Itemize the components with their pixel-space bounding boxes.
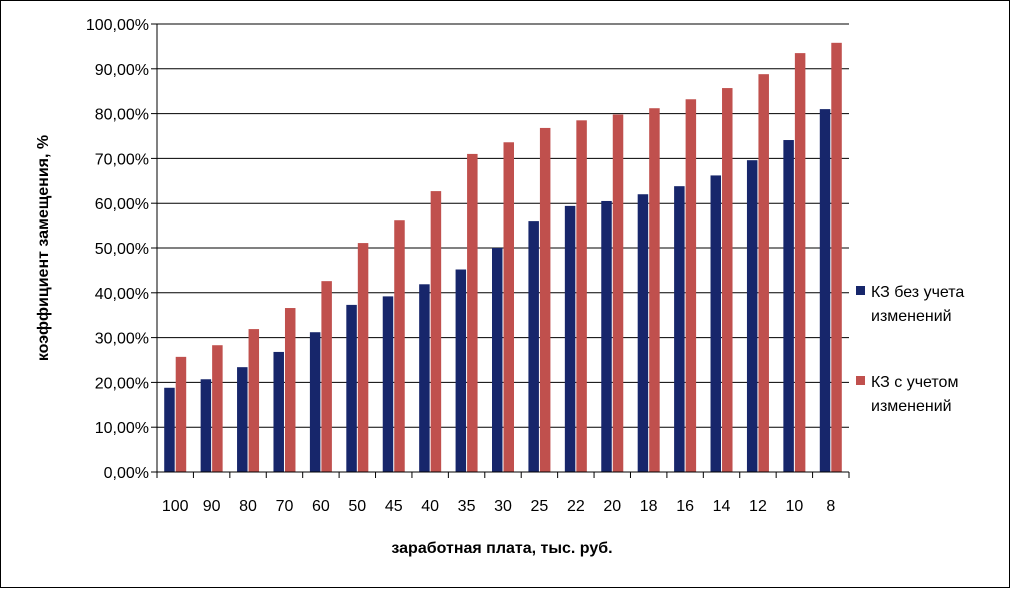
x-tick-labels: 100 90 80 70 60 50 45 40 35 30 25 22 20 18 16 14 12 10 8 bbox=[162, 498, 835, 515]
x-tick-label: 22 bbox=[567, 498, 585, 515]
bar-kz-without-changes bbox=[674, 186, 685, 472]
y-tick-labels: 0,00% 10,00% 20,00% 30,00% 40,00% 50,00% 60,00… bbox=[86, 17, 149, 482]
x-tick-label: 40 bbox=[421, 498, 439, 515]
bar-kz-without-changes bbox=[492, 248, 503, 472]
y-tick-label: 70,00% bbox=[95, 151, 149, 168]
bar-kz-without-changes bbox=[710, 175, 722, 472]
x-tick-label: 45 bbox=[385, 498, 403, 515]
y-axis-title: коэффициент замещения, % bbox=[35, 135, 52, 361]
bar-kz-without-changes bbox=[309, 332, 321, 472]
x-tick-label: 20 bbox=[603, 498, 621, 515]
y-tick-label: 50,00% bbox=[95, 241, 149, 258]
bar-kz-with-changes bbox=[503, 142, 514, 472]
bar-kz-without-changes bbox=[200, 379, 212, 472]
bar-kz-without-changes bbox=[346, 304, 357, 472]
y-tick-label: 30,00% bbox=[95, 331, 149, 348]
x-tick-label: 16 bbox=[676, 498, 694, 515]
x-tick-label: 10 bbox=[785, 498, 803, 515]
bar-kz-without-changes bbox=[819, 109, 831, 473]
bar-kz-with-changes bbox=[539, 127, 551, 472]
x-tick-label: 80 bbox=[239, 498, 257, 515]
bar-kz-with-changes bbox=[649, 108, 660, 472]
bar-kz-with-changes bbox=[467, 153, 478, 473]
bar-kz-with-changes bbox=[685, 99, 697, 472]
bar-kz-with-changes bbox=[794, 53, 806, 473]
x-tick-label: 30 bbox=[494, 498, 512, 515]
bar-kz-with-changes bbox=[430, 191, 442, 472]
bar-kz-without-changes bbox=[601, 200, 612, 472]
bar-kz-with-changes bbox=[831, 42, 842, 472]
y-tick-label: 90,00% bbox=[95, 62, 149, 79]
x-tick-label: 100 bbox=[162, 498, 189, 515]
legend-label: КЗ без учета bbox=[871, 284, 964, 301]
bar-kz-without-changes bbox=[237, 367, 248, 472]
bar-kz-without-changes bbox=[455, 269, 467, 472]
bar-kz-without-changes bbox=[382, 296, 394, 472]
legend-swatch bbox=[856, 376, 865, 385]
y-tick-label: 100,00% bbox=[86, 17, 149, 34]
legend-label: изменений bbox=[871, 308, 952, 325]
legend-swatch bbox=[856, 286, 865, 295]
legend-label: КЗ с учетом bbox=[871, 374, 958, 391]
x-tick-label: 12 bbox=[749, 498, 767, 515]
y-tick-label: 20,00% bbox=[95, 375, 149, 392]
bar-kz-with-changes bbox=[175, 356, 187, 472]
x-tick-label: 50 bbox=[348, 498, 366, 515]
bar-kz-without-changes bbox=[783, 140, 794, 473]
y-tick-label: 80,00% bbox=[95, 107, 149, 124]
x-tick-label: 70 bbox=[276, 498, 294, 515]
bars bbox=[156, 42, 850, 478]
x-tick-label: 60 bbox=[312, 498, 330, 515]
x-tick-label: 14 bbox=[713, 498, 731, 515]
bar-kz-with-changes bbox=[612, 114, 624, 472]
y-tick-label: 40,00% bbox=[95, 286, 149, 303]
bar-kz-with-changes bbox=[722, 88, 733, 473]
bar-kz-without-changes bbox=[528, 221, 539, 472]
bar-kz-with-changes bbox=[357, 243, 369, 472]
bar-kz-without-changes bbox=[419, 284, 430, 472]
bar-kz-with-changes bbox=[576, 120, 587, 472]
bar-kz-without-changes bbox=[164, 387, 175, 472]
bar-kz-with-changes bbox=[284, 308, 296, 472]
bar-kz-with-changes bbox=[394, 220, 405, 472]
bar-kz-with-changes bbox=[212, 345, 223, 472]
y-tick-label: 10,00% bbox=[95, 420, 149, 437]
bar-kz-without-changes bbox=[564, 205, 576, 472]
x-tick-label: 8 bbox=[826, 498, 835, 515]
bar-kz-with-changes bbox=[248, 329, 260, 472]
x-tick-label: 18 bbox=[640, 498, 658, 515]
bar-kz-with-changes bbox=[321, 281, 332, 472]
x-tick-label: 35 bbox=[458, 498, 476, 515]
y-tick-label: 60,00% bbox=[95, 196, 149, 213]
legend-label: изменений bbox=[871, 398, 952, 415]
y-tick-label: 0,00% bbox=[104, 465, 149, 482]
bar-kz-without-changes bbox=[637, 194, 649, 473]
x-tick-label: 90 bbox=[203, 498, 221, 515]
bar-kz-with-changes bbox=[758, 74, 769, 473]
x-tick-label: 25 bbox=[531, 498, 549, 515]
bar-kz-without-changes bbox=[746, 160, 758, 472]
legend: КЗ без учета изменений КЗ с учетом изменени… bbox=[856, 284, 964, 415]
gridlines bbox=[151, 23, 849, 473]
x-axis-title: заработная плата, тыс. руб. bbox=[391, 540, 612, 557]
bar-kz-without-changes bbox=[273, 351, 284, 472]
